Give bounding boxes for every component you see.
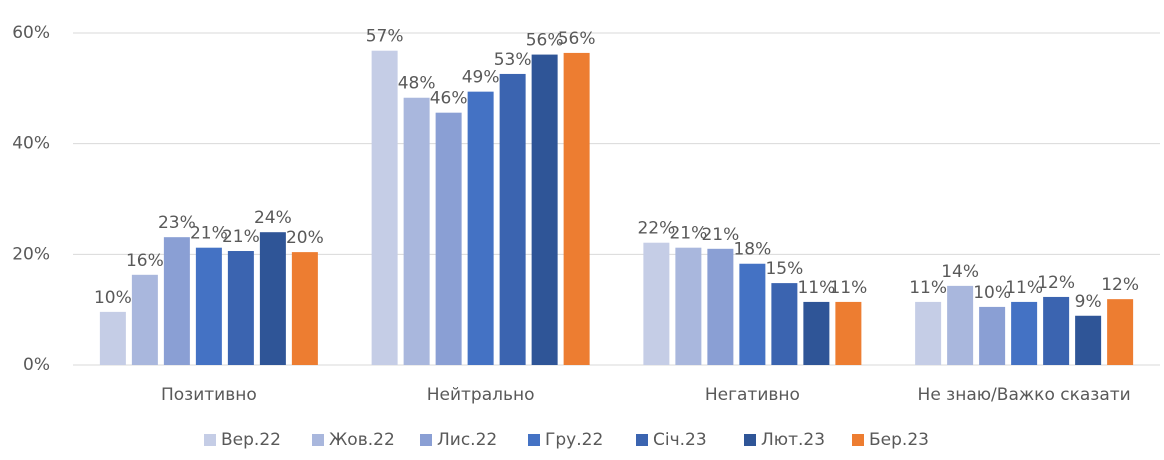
y-tick-label: 20% [12, 244, 50, 264]
value-label: 11% [909, 278, 947, 298]
legend-label: Жов.22 [329, 430, 395, 450]
bar [947, 285, 974, 365]
bar [499, 73, 526, 366]
value-label: 21% [701, 225, 739, 245]
value-label: 56% [558, 29, 596, 49]
value-label: 11% [1005, 278, 1043, 298]
value-label: 16% [126, 251, 164, 271]
value-label: 57% [366, 27, 404, 47]
bar [227, 251, 254, 365]
bar [467, 91, 494, 366]
value-label: 21% [222, 227, 260, 247]
value-label: 15% [765, 259, 803, 279]
legend-swatch [744, 434, 756, 446]
value-label: 24% [254, 208, 292, 228]
x-tick-label: Негативно [705, 385, 800, 405]
value-label: 22% [637, 219, 675, 239]
value-label: 12% [1101, 275, 1139, 295]
bar [291, 252, 318, 365]
bar [1075, 315, 1102, 365]
legend-swatch [528, 434, 540, 446]
x-tick-label: Нейтрально [427, 385, 535, 405]
legend-label: Вер.22 [221, 430, 281, 450]
x-tick-label: Не знаю/Важко сказати [918, 385, 1131, 405]
value-label: 49% [462, 68, 500, 88]
bar [371, 50, 398, 365]
bar [915, 301, 942, 365]
bar [163, 237, 190, 365]
bar [563, 52, 590, 366]
value-label: 10% [973, 283, 1011, 303]
bar [435, 112, 462, 366]
x-tick-label: Позитивно [161, 385, 257, 405]
legend-label: Лис.22 [437, 430, 497, 450]
bar [835, 301, 862, 365]
value-label: 56% [526, 31, 564, 51]
bar [1043, 296, 1070, 365]
legend-swatch [852, 434, 864, 446]
bar [739, 263, 766, 365]
value-label: 11% [797, 278, 835, 298]
bar [195, 247, 222, 365]
value-label: 23% [158, 213, 196, 233]
bar [707, 248, 734, 365]
legend-label: Січ.23 [653, 430, 707, 450]
value-label: 20% [286, 228, 324, 248]
value-label: 9% [1075, 292, 1102, 312]
bar [803, 301, 830, 365]
legend-label: Лют.23 [761, 430, 825, 450]
value-label: 11% [829, 278, 867, 298]
y-tick-label: 40% [12, 134, 50, 154]
value-label: 12% [1037, 273, 1075, 293]
legend-label: Бер.23 [869, 430, 929, 450]
bar [1011, 301, 1038, 365]
bar [259, 232, 286, 365]
y-tick-label: 60% [12, 23, 50, 43]
value-label: 21% [669, 224, 707, 244]
value-label: 53% [494, 50, 532, 70]
bar [771, 283, 798, 365]
legend-label: Гру.22 [545, 430, 603, 450]
bar [1107, 299, 1134, 365]
bar [675, 247, 702, 365]
value-label: 21% [190, 224, 228, 244]
bar [643, 242, 670, 365]
legend-swatch [636, 434, 648, 446]
bar [403, 97, 430, 366]
legend-swatch [312, 434, 324, 446]
value-label: 10% [94, 288, 132, 308]
value-label: 18% [733, 240, 771, 260]
y-tick-label: 0% [23, 355, 50, 375]
bar [131, 274, 158, 365]
value-label: 48% [398, 74, 436, 94]
legend-swatch [204, 434, 216, 446]
legend-swatch [420, 434, 432, 446]
bar [531, 54, 558, 366]
value-label: 46% [430, 89, 468, 109]
value-label: 14% [941, 262, 979, 282]
bar [99, 311, 126, 365]
bar [979, 306, 1006, 365]
